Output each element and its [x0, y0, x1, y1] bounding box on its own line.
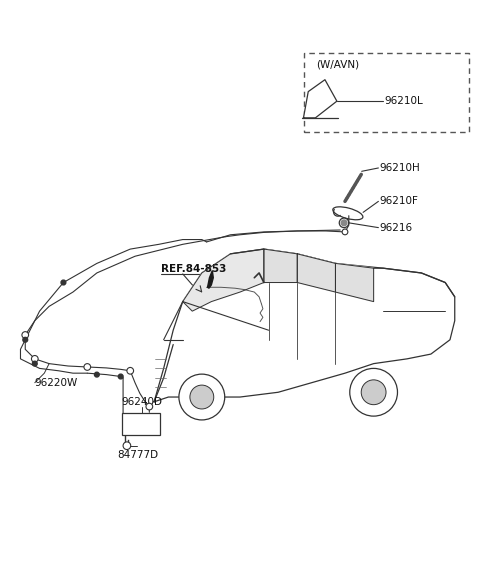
Circle shape: [33, 361, 37, 366]
Circle shape: [23, 337, 28, 342]
Text: (W/AVN): (W/AVN): [316, 59, 360, 69]
Polygon shape: [183, 249, 264, 311]
Circle shape: [123, 442, 131, 450]
Circle shape: [32, 355, 38, 362]
Text: 84777D: 84777D: [117, 450, 158, 460]
Circle shape: [190, 385, 214, 409]
Text: 96210F: 96210F: [380, 197, 419, 206]
Text: 96220W: 96220W: [35, 378, 78, 388]
Text: 96210H: 96210H: [380, 163, 420, 173]
Circle shape: [179, 374, 225, 420]
Circle shape: [61, 280, 66, 285]
Circle shape: [127, 367, 133, 374]
Ellipse shape: [333, 207, 363, 220]
Polygon shape: [336, 263, 373, 302]
Circle shape: [146, 403, 153, 410]
Polygon shape: [297, 254, 336, 292]
Polygon shape: [207, 271, 213, 288]
Text: 96216: 96216: [380, 223, 413, 233]
Polygon shape: [303, 80, 337, 118]
Circle shape: [341, 220, 347, 225]
Circle shape: [361, 380, 386, 405]
FancyBboxPatch shape: [121, 413, 160, 435]
Circle shape: [84, 364, 91, 370]
Polygon shape: [264, 249, 297, 282]
Circle shape: [342, 229, 348, 235]
Text: 96210L: 96210L: [384, 96, 423, 106]
Text: 96240D: 96240D: [121, 397, 163, 407]
Circle shape: [350, 368, 397, 416]
Circle shape: [95, 372, 99, 377]
Polygon shape: [154, 249, 455, 402]
Circle shape: [339, 218, 349, 228]
Text: REF.84-853: REF.84-853: [161, 264, 227, 274]
Circle shape: [22, 332, 29, 338]
Circle shape: [118, 374, 123, 379]
